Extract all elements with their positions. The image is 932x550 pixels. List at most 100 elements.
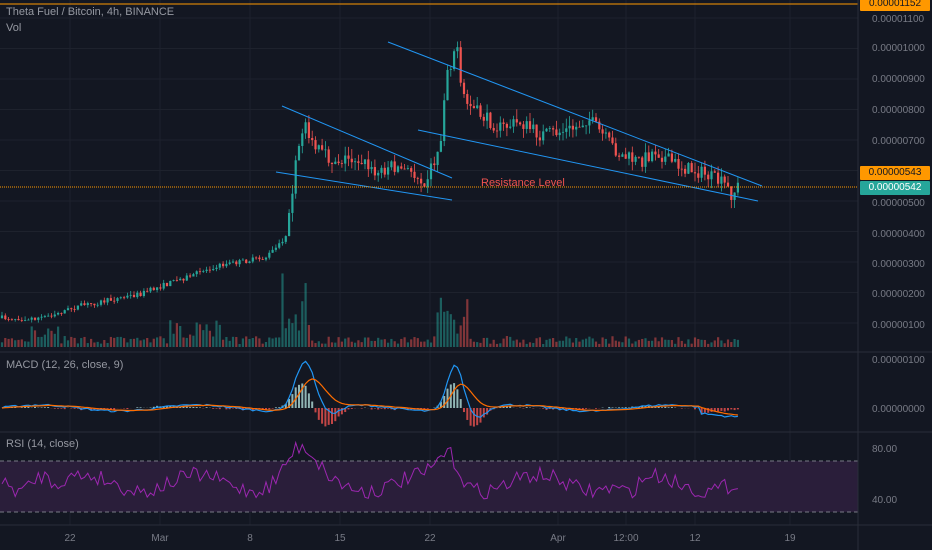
volume-bar — [406, 342, 409, 347]
macd-histogram-bar — [136, 407, 139, 408]
macd-axis-label: 0.00000000 — [872, 404, 925, 415]
volume-bar — [172, 333, 175, 347]
candle — [297, 145, 301, 161]
candle — [116, 298, 119, 301]
macd-histogram-bar — [301, 383, 304, 408]
candle — [522, 124, 525, 129]
candle — [288, 212, 291, 237]
volume-bar — [433, 336, 436, 347]
price-axis-label: 0.00001100 — [872, 14, 925, 25]
candle — [363, 159, 367, 165]
candle — [472, 106, 475, 109]
volume-bar — [585, 338, 588, 347]
volume-bar — [284, 328, 287, 347]
candle — [571, 125, 574, 130]
volume-bar — [337, 337, 340, 347]
candle — [674, 158, 677, 162]
volume-bar — [106, 342, 109, 347]
candle — [218, 263, 221, 268]
volume-bar — [390, 338, 393, 347]
volume-bar — [255, 336, 258, 347]
volume-bar — [519, 342, 522, 347]
candle — [152, 287, 155, 291]
volume-bar — [278, 337, 281, 347]
volume-bar — [538, 337, 541, 347]
macd-histogram-bar — [717, 408, 720, 412]
macd-histogram-bar — [185, 406, 188, 408]
candle — [429, 163, 433, 180]
time-axis-label: 22 — [64, 533, 76, 544]
candle — [7, 319, 10, 320]
price-axis-label: 0.00000900 — [872, 74, 925, 85]
candle — [142, 290, 145, 297]
volume-bar — [57, 326, 60, 347]
candle — [594, 117, 598, 122]
volume-bar — [139, 340, 142, 347]
candle — [202, 271, 205, 272]
volume-bar — [486, 337, 489, 347]
candle — [525, 121, 528, 129]
macd-histogram-bar — [40, 407, 43, 408]
candle — [631, 152, 634, 162]
candle — [172, 280, 175, 281]
candle — [568, 125, 571, 129]
candle — [238, 260, 241, 265]
candle — [499, 122, 502, 131]
candle — [264, 257, 268, 260]
volume-bar — [568, 338, 571, 347]
volume-bar — [132, 338, 136, 347]
volume-bar — [73, 337, 76, 347]
candle — [720, 176, 723, 184]
candle — [426, 179, 429, 187]
candle — [235, 261, 238, 265]
candle — [433, 163, 436, 166]
macd-histogram-bar — [113, 408, 116, 410]
volume-bar — [522, 339, 525, 347]
macd-histogram-bar — [337, 408, 340, 417]
volume-bar — [327, 336, 330, 347]
macd-histogram-bar — [707, 408, 710, 413]
macd-panel — [1, 360, 739, 427]
macd-histogram-bar — [426, 408, 429, 409]
volume-bar — [687, 339, 690, 347]
volume-bar — [396, 343, 400, 347]
rsi-band — [0, 461, 858, 512]
candle — [162, 282, 165, 289]
candle — [70, 308, 73, 310]
candle — [637, 156, 640, 158]
volume-bar — [604, 338, 607, 347]
volume-bar — [228, 340, 231, 347]
candle — [396, 166, 400, 172]
candle — [278, 243, 281, 248]
volume-bar — [99, 343, 103, 347]
volume-bar — [555, 341, 558, 347]
volume-bar — [304, 283, 307, 347]
macd-histogram-bar — [736, 408, 739, 410]
volume-bar — [198, 324, 202, 347]
price-axis-label: 0.00000100 — [872, 320, 925, 331]
volume-bar — [459, 325, 462, 347]
candle — [139, 292, 142, 297]
resistance-label: Resistance Level — [481, 177, 565, 189]
volume-bar — [495, 343, 499, 347]
candle — [80, 303, 83, 306]
volume-bars — [0, 273, 739, 347]
candle — [0, 315, 4, 318]
volume-bar — [159, 336, 162, 347]
macd-histogram-bar — [383, 408, 386, 410]
macd-histogram-bar — [700, 408, 703, 415]
macd-histogram-bar — [651, 407, 654, 408]
macd-histogram-bar — [311, 401, 314, 408]
candle — [149, 287, 152, 292]
volume-bar — [113, 337, 116, 347]
macd-histogram-bar — [611, 407, 614, 408]
volume-bar — [109, 336, 112, 347]
volume-bar — [317, 341, 320, 347]
volume-bar — [222, 339, 225, 347]
candle — [17, 318, 20, 321]
macd-histogram-bar — [350, 408, 353, 409]
candles — [0, 41, 739, 323]
candle — [334, 161, 337, 165]
candle — [624, 154, 627, 159]
